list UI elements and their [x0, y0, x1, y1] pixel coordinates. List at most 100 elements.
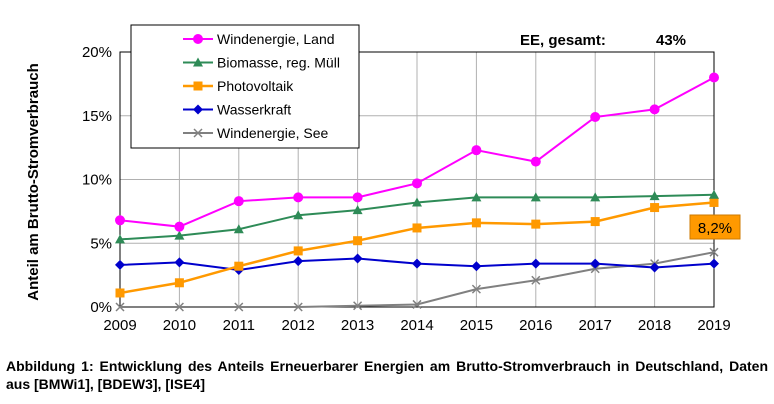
x-tick-label: 2015	[460, 317, 493, 334]
data-point	[530, 192, 541, 202]
data-point	[530, 258, 541, 269]
data-point	[590, 192, 601, 202]
data-point	[590, 258, 601, 269]
data-point	[233, 224, 244, 234]
pv-callout-box	[689, 214, 741, 240]
x-tick-label: 2011	[223, 317, 255, 334]
data-point	[471, 218, 481, 228]
data-point	[650, 203, 660, 213]
y-tick-label: 5%	[90, 235, 112, 252]
x-tick-label: 2018	[638, 317, 671, 334]
data-point	[590, 217, 600, 227]
data-point	[471, 261, 482, 272]
data-point	[649, 104, 660, 115]
series-windenergie-land	[115, 72, 719, 232]
data-point	[174, 221, 185, 232]
data-point	[412, 178, 422, 189]
data-point	[174, 278, 184, 288]
data-point	[531, 275, 541, 285]
data-point	[709, 197, 719, 207]
x-tick-label: 2016	[519, 317, 552, 334]
data-point	[709, 72, 719, 83]
annotations: EE, gesamt: 43% 8,2%	[520, 32, 741, 240]
data-point	[353, 236, 363, 246]
data-point	[115, 302, 125, 312]
data-point	[293, 210, 304, 220]
data-point	[471, 192, 482, 202]
legend-marker	[193, 104, 203, 115]
data-point	[412, 258, 422, 269]
figure-caption: Abbildung 1: Entwicklung des Anteils Ern…	[6, 358, 768, 392]
data-point	[709, 247, 719, 257]
legend-marker	[193, 34, 203, 44]
data-point	[649, 191, 660, 201]
data-point	[233, 196, 244, 207]
y-tick-label: 15%	[82, 108, 112, 125]
x-tick-label: 2009	[103, 317, 136, 334]
legend-label: Windenergie, See	[217, 125, 329, 141]
data-point	[353, 301, 363, 311]
data-point	[115, 234, 125, 244]
series-photovoltaik	[115, 197, 719, 298]
legend-item: Wasserkraft	[183, 102, 291, 118]
y-tick-label: 20%	[82, 44, 112, 61]
data-point	[174, 302, 184, 312]
data-point	[412, 197, 422, 207]
ee-total-label: EE, gesamt:	[520, 32, 606, 49]
legend-item: Biomasse, reg. Müll	[183, 55, 340, 71]
data-point	[115, 215, 125, 226]
data-point	[709, 258, 719, 269]
ee-total-value: 43%	[656, 32, 686, 49]
x-tick-label: 2012	[282, 317, 315, 334]
legend-marker	[193, 128, 203, 138]
data-point	[174, 257, 185, 268]
data-point	[590, 112, 601, 123]
y-axis-ticks: 0% 5% 10% 15% 20%	[82, 44, 112, 316]
legend-label: Biomasse, reg. Müll	[217, 55, 340, 71]
x-tick-label: 2014	[400, 317, 433, 334]
series-biomasse-reg-m-ll	[115, 189, 719, 244]
y-tick-label: 10%	[82, 172, 112, 189]
data-point	[471, 145, 482, 156]
series-layer	[115, 72, 719, 312]
legend-marker	[193, 81, 203, 91]
legend-label: Wasserkraft	[217, 102, 291, 118]
legend-item: Windenergie, See	[183, 125, 329, 141]
data-point	[115, 288, 125, 298]
data-point	[471, 284, 481, 294]
legend-item: Windenergie, Land	[183, 31, 335, 47]
pv-callout-label: 8,2%	[698, 220, 732, 237]
data-point	[412, 223, 422, 233]
y-tick-label: 0%	[90, 299, 112, 316]
data-point	[293, 192, 304, 203]
legend-item: Photovoltaik	[183, 78, 294, 94]
data-point	[352, 192, 363, 203]
data-point	[352, 253, 363, 264]
plot-frame	[119, 51, 715, 308]
data-point	[649, 262, 660, 273]
data-point	[412, 299, 422, 309]
data-point	[115, 259, 125, 270]
x-tick-label: 2010	[163, 317, 196, 334]
data-point	[709, 189, 719, 199]
x-tick-label: 2019	[697, 317, 730, 334]
data-point	[174, 230, 185, 240]
data-point	[234, 302, 244, 312]
data-point	[531, 219, 541, 229]
x-tick-label: 2013	[341, 317, 374, 334]
data-point	[590, 264, 600, 274]
data-point	[293, 256, 304, 267]
data-point	[530, 156, 541, 167]
data-point	[293, 302, 303, 312]
y-axis-label: Anteil am Brutto-Stromverbrauch	[25, 63, 42, 301]
legend-box	[130, 24, 360, 149]
data-point	[234, 261, 244, 271]
x-tick-label: 2017	[579, 317, 612, 334]
data-point	[352, 205, 363, 215]
legend-label: Windenergie, Land	[217, 31, 335, 47]
chart: 0% 5% 10% 15% 20% 2009 2010 2011 2012 2013 2014 20…	[25, 24, 741, 334]
legend-label: Photovoltaik	[217, 78, 294, 94]
legend: Windenergie, Land Biomasse, reg. Müll Phot…	[130, 24, 360, 149]
data-point	[293, 246, 303, 256]
legend-marker	[193, 57, 203, 67]
